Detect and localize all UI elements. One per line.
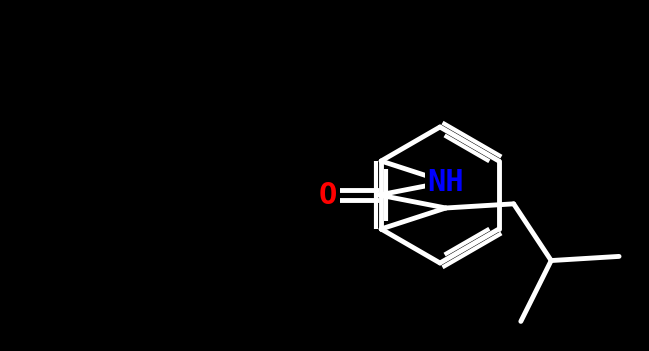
Text: NH: NH — [428, 167, 464, 197]
Text: O: O — [319, 180, 337, 210]
